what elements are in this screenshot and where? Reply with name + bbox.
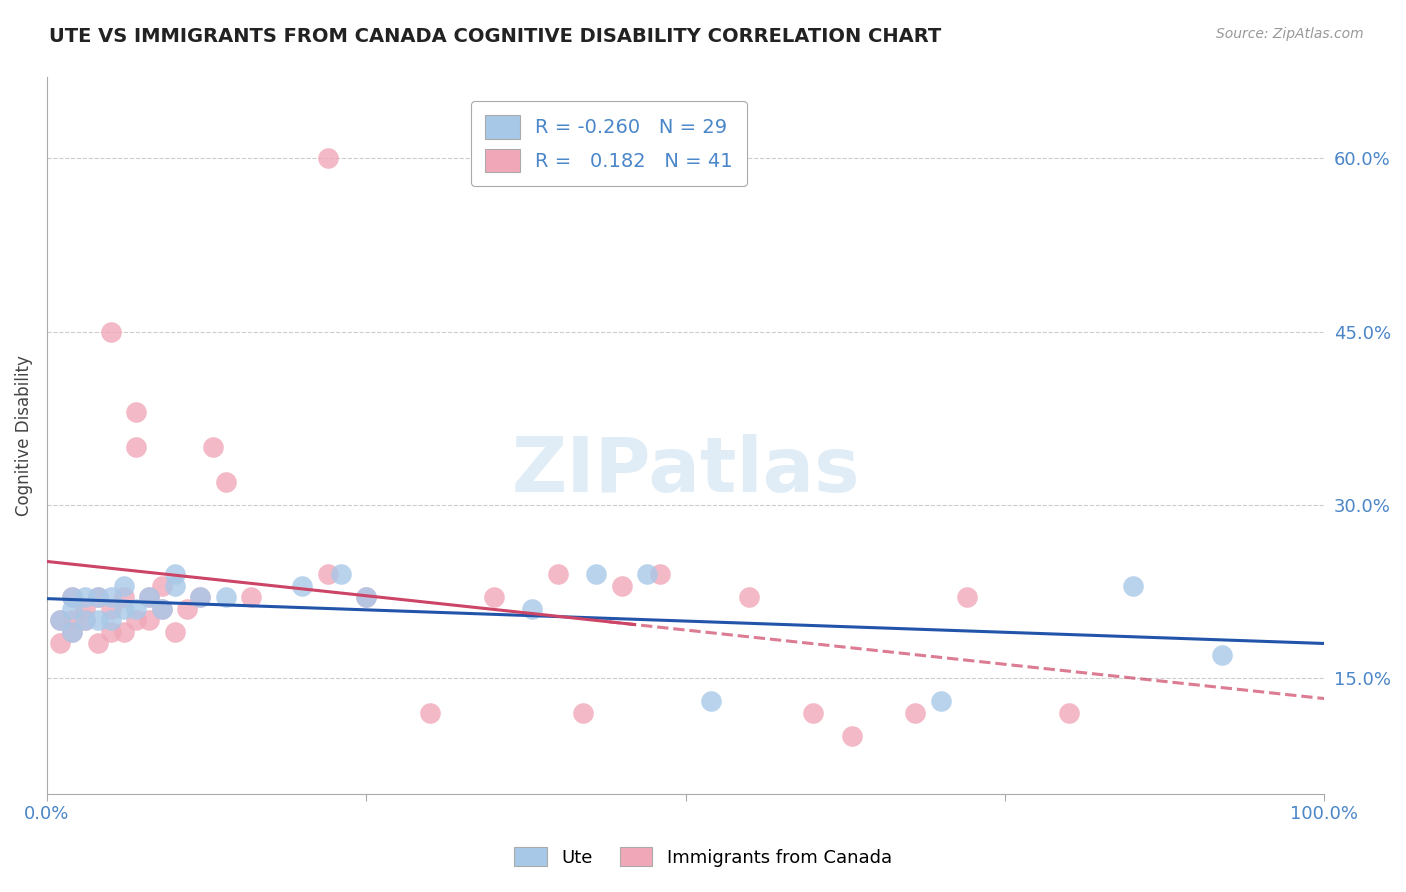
Point <box>738 591 761 605</box>
Point <box>48 614 70 628</box>
Point <box>1211 648 1233 662</box>
Point <box>138 591 160 605</box>
Point <box>1057 706 1080 720</box>
Point <box>291 579 314 593</box>
Point <box>112 602 135 616</box>
Point <box>215 475 238 489</box>
Point <box>585 567 607 582</box>
Point <box>419 706 441 720</box>
Point <box>100 624 122 639</box>
Point <box>240 591 263 605</box>
Point <box>62 591 84 605</box>
Point <box>125 602 148 616</box>
Point <box>610 579 633 593</box>
Point <box>188 591 211 605</box>
Y-axis label: Cognitive Disability: Cognitive Disability <box>15 355 32 516</box>
Legend: R = -0.260   N = 29, R =   0.182   N = 41: R = -0.260 N = 29, R = 0.182 N = 41 <box>471 102 747 186</box>
Point <box>163 567 186 582</box>
Point <box>354 591 377 605</box>
Point <box>163 624 186 639</box>
Point <box>201 440 224 454</box>
Text: UTE VS IMMIGRANTS FROM CANADA COGNITIVE DISABILITY CORRELATION CHART: UTE VS IMMIGRANTS FROM CANADA COGNITIVE … <box>49 27 942 45</box>
Point <box>1122 579 1144 593</box>
Point <box>801 706 824 720</box>
Point <box>547 567 569 582</box>
Point <box>62 624 84 639</box>
Point <box>215 591 238 605</box>
Point <box>841 729 863 743</box>
Point <box>62 591 84 605</box>
Point <box>75 614 97 628</box>
Point <box>75 602 97 616</box>
Point <box>163 579 186 593</box>
Point <box>138 591 160 605</box>
Point <box>138 614 160 628</box>
Point <box>87 591 110 605</box>
Text: Source: ZipAtlas.com: Source: ZipAtlas.com <box>1216 27 1364 41</box>
Point <box>522 602 544 616</box>
Point <box>482 591 505 605</box>
Point <box>572 706 595 720</box>
Text: ZIPatlas: ZIPatlas <box>512 434 860 508</box>
Legend: Ute, Immigrants from Canada: Ute, Immigrants from Canada <box>508 840 898 874</box>
Point <box>904 706 927 720</box>
Point <box>75 591 97 605</box>
Point <box>316 151 339 165</box>
Point <box>100 602 122 616</box>
Point <box>62 614 84 628</box>
Point <box>112 624 135 639</box>
Point <box>87 636 110 650</box>
Point <box>700 694 723 708</box>
Point <box>62 602 84 616</box>
Point <box>100 591 122 605</box>
Point <box>636 567 658 582</box>
Point <box>354 591 377 605</box>
Point <box>125 440 148 454</box>
Point <box>87 591 110 605</box>
Point <box>188 591 211 605</box>
Point <box>48 614 70 628</box>
Point <box>150 602 173 616</box>
Point <box>329 567 352 582</box>
Point <box>100 325 122 339</box>
Point <box>125 614 148 628</box>
Point <box>150 602 173 616</box>
Point <box>316 567 339 582</box>
Point <box>648 567 671 582</box>
Point <box>955 591 977 605</box>
Point <box>150 579 173 593</box>
Point <box>112 579 135 593</box>
Point <box>87 614 110 628</box>
Point <box>62 624 84 639</box>
Point <box>112 591 135 605</box>
Point <box>125 405 148 419</box>
Point <box>176 602 198 616</box>
Point <box>75 614 97 628</box>
Point <box>929 694 952 708</box>
Point <box>100 614 122 628</box>
Point <box>48 636 70 650</box>
